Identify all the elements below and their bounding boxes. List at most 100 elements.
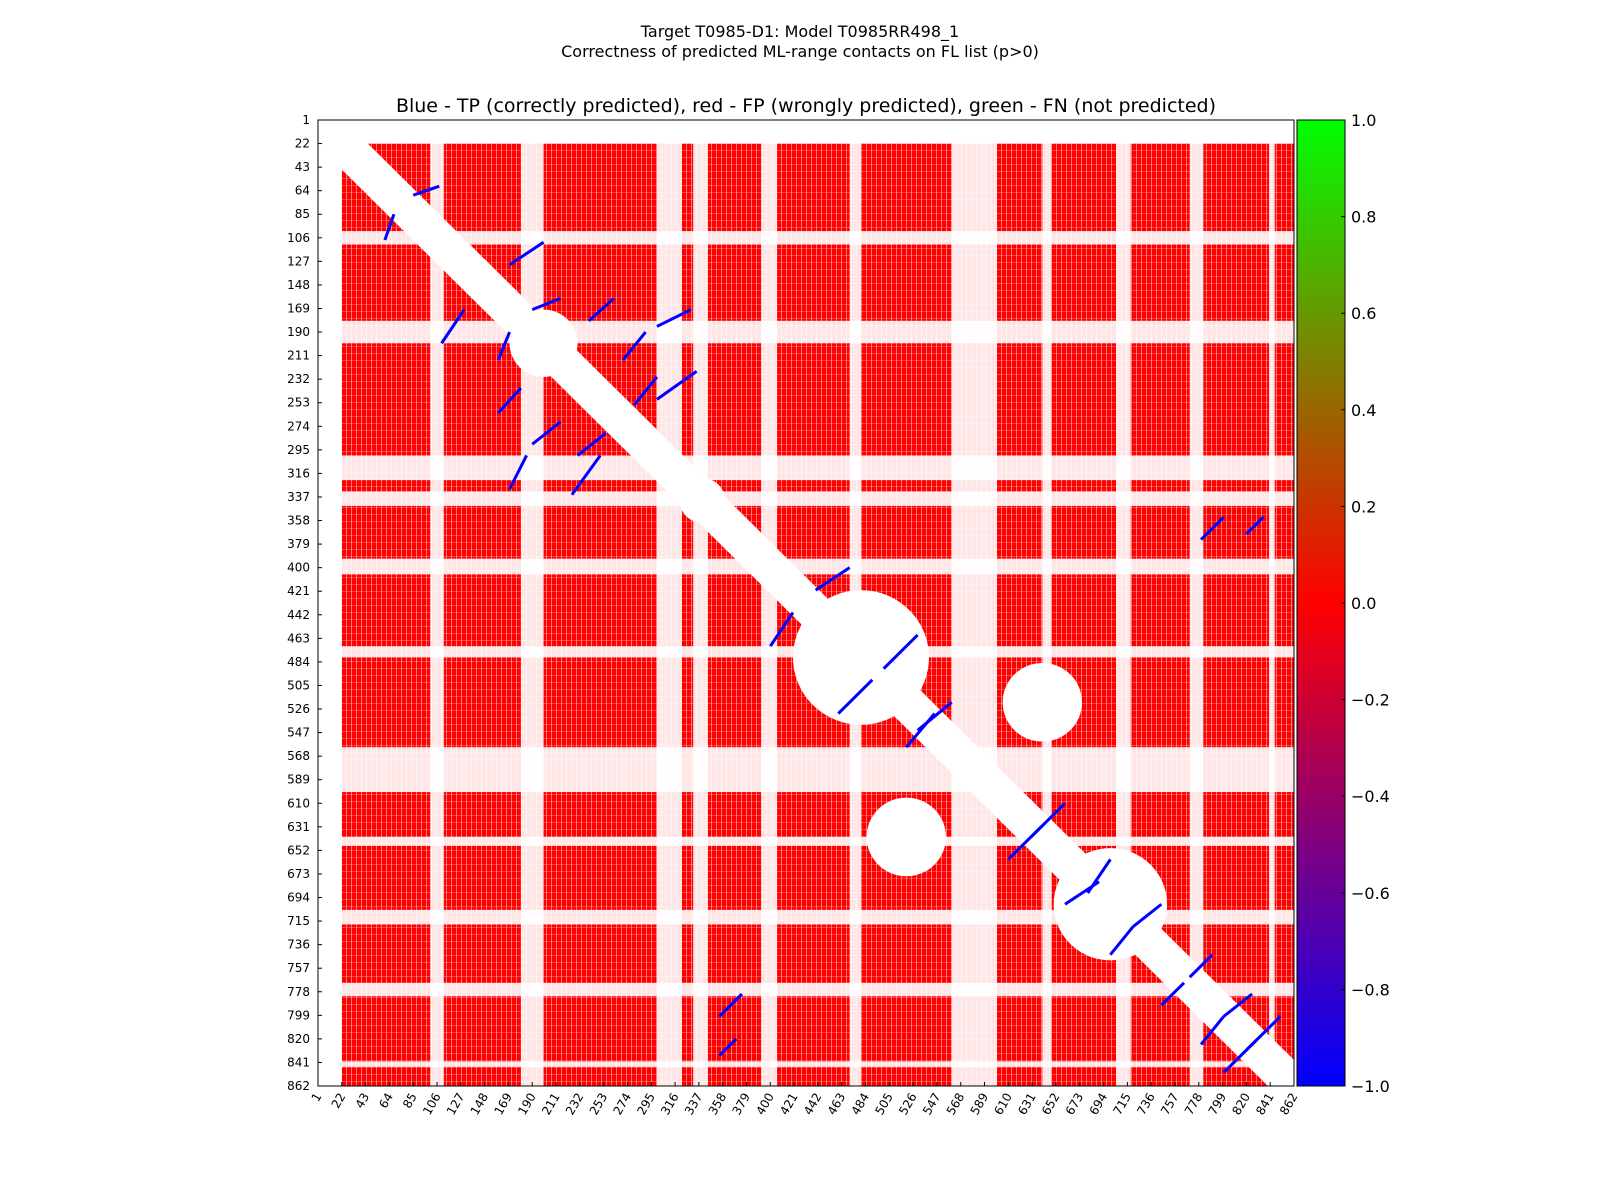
tp-segment-mirror-1 bbox=[531, 296, 562, 312]
x-tick-label-3: 64 bbox=[376, 1091, 396, 1111]
y-tick-label-17: 358 bbox=[287, 514, 310, 528]
x-tick-label-29: 610 bbox=[991, 1091, 1015, 1118]
y-tick-label-22: 463 bbox=[287, 631, 310, 645]
tp-segment-mirror-11 bbox=[1029, 802, 1067, 838]
gap-row-2 bbox=[318, 455, 1294, 481]
x-tick-label-32: 673 bbox=[1063, 1091, 1087, 1118]
tp-segment-1 bbox=[496, 331, 511, 361]
tp-segment-14 bbox=[1160, 981, 1186, 1007]
y-tick-label-37: 778 bbox=[287, 985, 310, 999]
y-tick-label-28: 589 bbox=[287, 773, 310, 787]
tp-segment-mirror-7 bbox=[440, 308, 466, 345]
x-tick-label-33: 694 bbox=[1087, 1091, 1111, 1118]
cb-tick-label-5: 0.0 bbox=[1351, 594, 1376, 613]
y-tick-label-4: 85 bbox=[295, 207, 310, 221]
y-tick-label-7: 148 bbox=[287, 278, 310, 292]
x-tick-label-6: 127 bbox=[444, 1091, 468, 1118]
x-tick-label-1: 22 bbox=[329, 1091, 349, 1111]
y-tick-label-1: 22 bbox=[295, 137, 310, 151]
tp-segment-mirror-14 bbox=[1188, 953, 1214, 979]
x-tick-label-19: 400 bbox=[753, 1091, 777, 1118]
gap-row-7 bbox=[318, 836, 1294, 846]
y-tick-label-11: 232 bbox=[287, 372, 310, 386]
y-tick-label-25: 526 bbox=[287, 702, 310, 716]
y-tick-label-32: 673 bbox=[287, 867, 310, 881]
tp-segment-mirror-13 bbox=[1132, 903, 1163, 928]
void-3 bbox=[679, 477, 725, 523]
axes-title: Blue - TP (correctly predicted), red - F… bbox=[395, 95, 1217, 117]
tp-segment-13 bbox=[1109, 925, 1135, 956]
y-tick-label-35: 736 bbox=[287, 938, 310, 952]
chart-title-line2: Correctness of predicted ML-range contac… bbox=[561, 42, 1039, 61]
tp-segment-17 bbox=[1199, 516, 1225, 541]
tp-segment-mirror-8 bbox=[814, 566, 851, 592]
x-tick-label-16: 337 bbox=[682, 1091, 706, 1118]
y-tick-label-30: 631 bbox=[287, 820, 310, 834]
x-tick-label-39: 820 bbox=[1229, 1091, 1253, 1118]
tp-segment-mirror-5 bbox=[497, 387, 523, 414]
void-5 bbox=[1002, 663, 1083, 742]
y-tick-label-19: 400 bbox=[287, 561, 310, 575]
tp-segment-8 bbox=[769, 611, 795, 648]
tp-segment-5 bbox=[587, 297, 615, 322]
tp-segment-3 bbox=[570, 454, 602, 496]
void-1 bbox=[1053, 848, 1168, 961]
colorbar bbox=[1296, 119, 1346, 1087]
gap-row-8 bbox=[318, 909, 1294, 925]
y-tick-label-5: 106 bbox=[287, 231, 310, 245]
gap-column-9 bbox=[1189, 120, 1204, 1086]
gap-column-7 bbox=[1042, 120, 1052, 1086]
x-tick-label-36: 757 bbox=[1158, 1091, 1182, 1118]
tp-segment-mirror-15 bbox=[1222, 992, 1253, 1018]
tp-segment-16 bbox=[718, 1037, 738, 1057]
y-tick-label-2: 43 bbox=[295, 160, 310, 174]
y-tick-label-16: 337 bbox=[287, 490, 310, 504]
gap-column-4 bbox=[761, 120, 778, 1086]
y-tick-label-38: 799 bbox=[287, 1008, 310, 1022]
x-tick-label-23: 484 bbox=[849, 1091, 873, 1118]
void-4 bbox=[866, 797, 946, 877]
x-tick-label-17: 358 bbox=[706, 1091, 730, 1118]
gap-column-1 bbox=[520, 120, 544, 1086]
gap-column-8 bbox=[1116, 120, 1131, 1086]
y-tick-label-0: 1 bbox=[302, 113, 310, 127]
tp-segment-mirror-10 bbox=[916, 701, 953, 732]
x-tick-label-12: 253 bbox=[587, 1091, 611, 1118]
gap-row-4 bbox=[318, 558, 1294, 575]
tp-segment-2 bbox=[508, 454, 528, 490]
x-tick-label-22: 463 bbox=[825, 1091, 849, 1118]
tp-segment-mirror-4 bbox=[633, 375, 659, 406]
y-tick-label-40: 841 bbox=[287, 1055, 310, 1069]
y-tick-label-12: 253 bbox=[287, 396, 310, 410]
x-tick-label-11: 232 bbox=[563, 1091, 587, 1118]
y-tick-label-34: 715 bbox=[287, 914, 310, 928]
y-tick-label-41: 862 bbox=[287, 1079, 310, 1093]
x-tick-label-18: 379 bbox=[730, 1091, 754, 1118]
cb-tick-label-8: −0.6 bbox=[1351, 884, 1390, 903]
tp-segment-4 bbox=[576, 431, 607, 457]
y-tick-label-36: 757 bbox=[287, 961, 310, 975]
y-tick-label-26: 547 bbox=[287, 726, 310, 740]
x-tick-label-7: 148 bbox=[468, 1091, 492, 1118]
gap-row-10 bbox=[318, 1061, 1294, 1067]
y-tick-label-9: 190 bbox=[287, 325, 310, 339]
x-tick-label-40: 841 bbox=[1253, 1091, 1277, 1118]
x-tick-label-5: 106 bbox=[420, 1091, 444, 1118]
cb-tick-label-9: −0.8 bbox=[1351, 980, 1390, 999]
x-tick-label-10: 211 bbox=[539, 1091, 563, 1118]
x-tick-label-9: 190 bbox=[515, 1091, 539, 1118]
y-tick-label-21: 442 bbox=[287, 608, 310, 622]
tp-segment-mirror-16 bbox=[1245, 516, 1265, 536]
tp-segment-0 bbox=[383, 213, 396, 241]
gap-column-10 bbox=[1269, 120, 1275, 1086]
cb-tick-label-10: −1.0 bbox=[1351, 1077, 1390, 1096]
x-tick-label-14: 295 bbox=[634, 1091, 658, 1118]
cb-tick-label-3: 0.4 bbox=[1351, 401, 1376, 420]
cb-tick-label-6: −0.2 bbox=[1351, 691, 1390, 710]
x-tick-label-35: 736 bbox=[1134, 1091, 1158, 1118]
x-tick-label-25: 526 bbox=[896, 1091, 920, 1118]
tp-segment-7 bbox=[508, 241, 545, 266]
y-tick-label-10: 211 bbox=[287, 349, 310, 363]
x-tick-label-20: 421 bbox=[777, 1091, 801, 1118]
